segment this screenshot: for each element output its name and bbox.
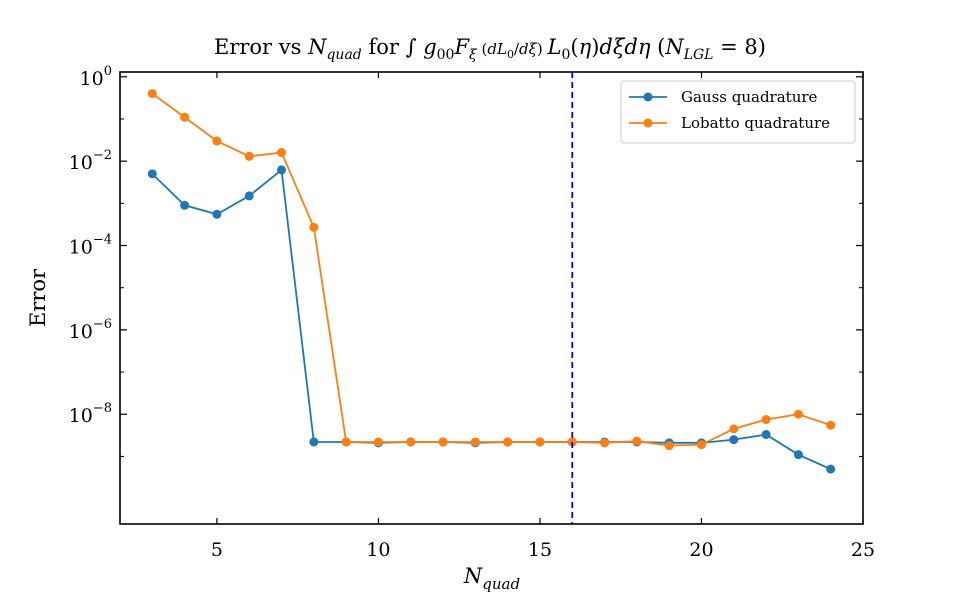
legend-box bbox=[620, 80, 856, 144]
legend-marker bbox=[643, 92, 653, 102]
data-point bbox=[826, 420, 836, 430]
data-point bbox=[503, 437, 513, 447]
data-point bbox=[212, 209, 222, 219]
data-point bbox=[277, 148, 287, 158]
data-point bbox=[373, 437, 383, 447]
y-tick-label: 10−8 bbox=[69, 401, 112, 427]
y-tick-label: 10−2 bbox=[69, 148, 112, 174]
legend-label: Gauss quadrature bbox=[681, 88, 818, 106]
chart-title: Error vs Nquad for ∫ g00Fξ (dL0/dξ) L0(η… bbox=[214, 35, 766, 63]
data-point bbox=[244, 191, 254, 201]
y-tick-label: 10−6 bbox=[69, 317, 112, 343]
legend-marker bbox=[643, 118, 653, 128]
y-axis-label: Error bbox=[26, 268, 50, 327]
data-point bbox=[600, 438, 610, 448]
x-tick-label: 20 bbox=[689, 539, 713, 561]
x-tick-label: 15 bbox=[528, 539, 552, 561]
y-tick-label: 10−4 bbox=[69, 233, 112, 259]
data-point bbox=[761, 415, 771, 425]
data-point bbox=[826, 464, 836, 474]
series-line-lobatto bbox=[151, 92, 831, 447]
data-point bbox=[729, 424, 739, 434]
data-point bbox=[212, 136, 222, 146]
data-point bbox=[244, 151, 254, 161]
data-point bbox=[761, 430, 771, 440]
x-tick-label: 10 bbox=[366, 539, 390, 561]
data-point bbox=[309, 222, 319, 232]
data-point bbox=[535, 437, 545, 447]
axes: 5 10 15 20 25 100 10−2 10−4 10−6 10−8 bbox=[69, 64, 875, 561]
data-marks bbox=[147, 72, 836, 524]
x-tick-label: 25 bbox=[851, 539, 875, 561]
data-point bbox=[341, 437, 351, 447]
data-point bbox=[309, 437, 319, 447]
data-point bbox=[180, 112, 190, 122]
legend: Gauss quadrature Lobatto quadrature bbox=[620, 80, 856, 144]
plot-frame bbox=[119, 71, 864, 525]
data-point bbox=[438, 437, 448, 447]
data-point bbox=[406, 437, 416, 447]
data-point bbox=[567, 437, 577, 447]
data-point bbox=[147, 169, 157, 179]
data-point bbox=[470, 437, 480, 447]
data-point bbox=[147, 89, 157, 99]
data-point bbox=[793, 409, 803, 419]
data-point bbox=[793, 450, 803, 460]
data-point bbox=[180, 200, 190, 210]
x-axis-label: Nquad bbox=[463, 564, 520, 593]
data-point bbox=[729, 435, 739, 445]
data-point bbox=[277, 165, 287, 175]
data-point bbox=[696, 440, 706, 450]
legend-label: Lobatto quadrature bbox=[681, 114, 830, 132]
y-tick-label: 100 bbox=[80, 64, 112, 90]
x-tick-label: 5 bbox=[211, 539, 223, 561]
data-point bbox=[632, 436, 642, 446]
data-point bbox=[664, 441, 674, 451]
